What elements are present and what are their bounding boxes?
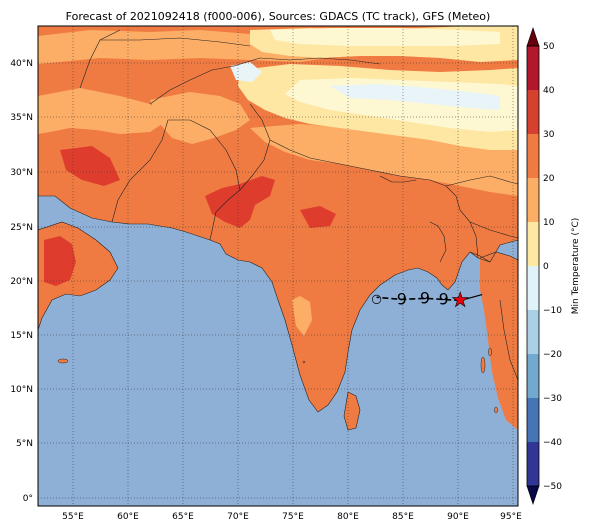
colorbar-band — [527, 178, 539, 222]
map-area: 55°E 60°E 65°E 70°E 75°E 80°E 85°E 90°E … — [10, 25, 522, 522]
lon-tick-label: 85°E — [392, 512, 414, 522]
land-southeast-asia — [480, 252, 518, 430]
lon-tick-label: 75°E — [282, 512, 304, 522]
colorbar-band — [527, 398, 539, 442]
lat-tick-label: 30°N — [10, 168, 33, 178]
lon-tick-label: 65°E — [172, 512, 194, 522]
tropical-storm-icon: 9 — [397, 289, 407, 308]
colorbar-top-arrow — [526, 27, 540, 47]
map-title: Forecast of 2021092418 (f000-006), Sourc… — [66, 10, 491, 23]
colorbar-tick-label: −50 — [543, 482, 562, 492]
lon-tick-label: 95°E — [500, 512, 522, 522]
hot-zone-arabia — [44, 236, 76, 286]
hot-zone-iran — [60, 146, 120, 186]
lon-tick-label: 70°E — [227, 512, 249, 522]
snow-zone-tibet — [330, 84, 500, 110]
track-line — [376, 296, 461, 302]
lat-ticks: 0° 5°N 10°N 15°N 20°N 25°N 30°N 35°N 40°… — [10, 59, 33, 504]
lat-tick-label: 25°N — [10, 223, 33, 233]
islands — [57, 347, 498, 414]
colorbar-tick-label: 50 — [543, 42, 555, 52]
colorbar-border — [526, 45, 540, 487]
colorbar-band — [527, 90, 539, 134]
lat-tick-label: 10°N — [10, 385, 33, 395]
colorbar-tick-label: 0 — [543, 262, 549, 272]
lon-tick-label: 60°E — [117, 512, 139, 522]
lat-tick-label: 0° — [23, 494, 33, 504]
colorbar-band — [527, 266, 539, 310]
lon-tick-label: 55°E — [62, 512, 84, 522]
tropical-depression-icon: ○ — [371, 291, 381, 305]
colorbar: 50 40 30 20 10 0 −10 −20 −30 −40 −50 Min… — [526, 27, 581, 505]
colorbar-band — [527, 310, 539, 354]
map-border — [37, 25, 519, 507]
colorbar-tick-label: −10 — [543, 306, 562, 316]
colorbar-tick-label: 30 — [543, 130, 555, 140]
colorbar-band — [527, 442, 539, 486]
hot-zone-thar — [205, 176, 275, 228]
tropical-storm-icon: 9 — [439, 289, 449, 308]
colorbar-band — [527, 354, 539, 398]
cool-zone-kazakh — [270, 28, 500, 46]
past-track-line — [460, 293, 483, 302]
lat-tick-label: 15°N — [10, 331, 33, 341]
colorbar-tick-label: 20 — [543, 174, 555, 184]
colorbar-tick-label: −30 — [543, 394, 562, 404]
colorbar-tick-label: 40 — [543, 86, 555, 96]
tropical-storm-icon: 9 — [420, 288, 430, 307]
colorbar-tick-label: −40 — [543, 438, 562, 448]
cyclone-track: 999○ ★ — [371, 287, 483, 312]
lon-tick-label: 80°E — [337, 512, 359, 522]
colorbar-band — [527, 46, 539, 90]
lon-ticks: 55°E 60°E 65°E 70°E 75°E 80°E 85°E 90°E … — [62, 512, 522, 522]
grid-lines — [38, 26, 518, 506]
colorbar-tick-label: −20 — [543, 350, 562, 360]
colorbar-ticks: 50 40 30 20 10 0 −10 −20 −30 −40 −50 — [543, 42, 562, 492]
colorbar-band — [527, 222, 539, 266]
current-position-star-icon: ★ — [451, 288, 469, 312]
colorbar-band — [527, 134, 539, 178]
country-borders — [38, 29, 518, 431]
colorbar-title: Min Temperature (°C) — [571, 218, 581, 315]
lat-tick-label: 20°N — [10, 277, 33, 287]
warm-zone-deccan — [292, 296, 312, 336]
warm-zone-iran — [38, 88, 168, 134]
lon-tick-label: 90°E — [447, 512, 469, 522]
colorbar-bottom-arrow — [526, 485, 540, 505]
hot-zone-north-india — [300, 206, 336, 228]
lat-tick-label: 5°N — [16, 439, 33, 449]
lat-tick-label: 35°N — [10, 113, 33, 123]
lat-tick-label: 40°N — [10, 59, 33, 69]
warm-zone-afghanistan — [150, 92, 250, 144]
colorbar-tick-label: 10 — [543, 218, 555, 228]
